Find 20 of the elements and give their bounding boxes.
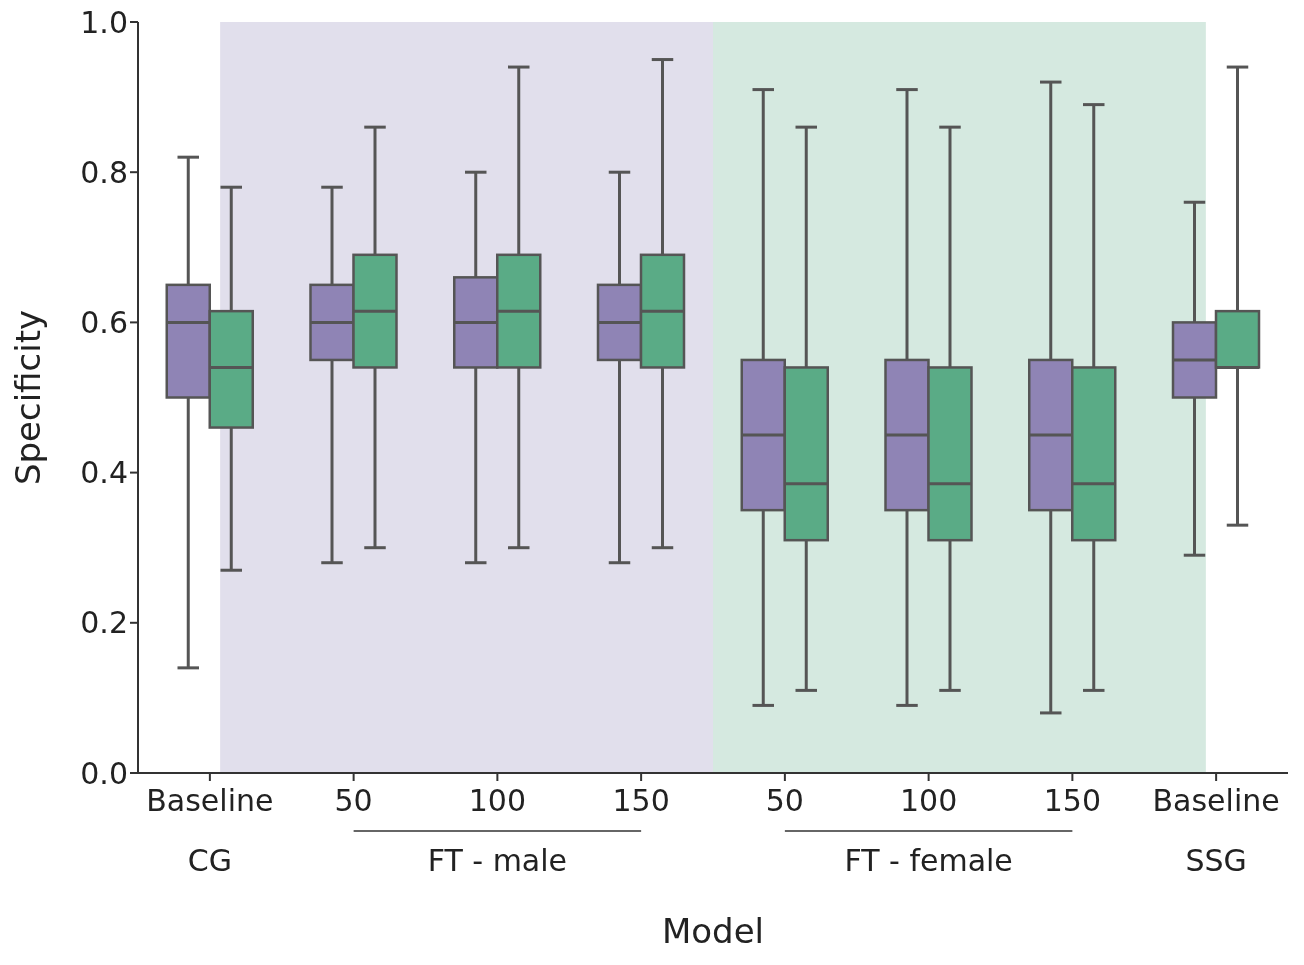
x-tick-label: 50 xyxy=(765,783,804,818)
x-tick-label: 150 xyxy=(612,783,670,818)
text: SSG xyxy=(1185,843,1247,878)
y-tick-label: 0.6 xyxy=(80,305,128,341)
x-tick-label: 150 xyxy=(1043,783,1102,818)
x-axis-title: Model xyxy=(661,911,765,951)
y-tick-label: 0.8 xyxy=(80,154,128,190)
x-tick-label: Baseline xyxy=(1152,783,1280,818)
y-tick-label: 0.0 xyxy=(80,755,128,791)
text: FT - male xyxy=(427,843,568,878)
x-tick-label: 50 xyxy=(334,783,373,818)
text: FT - female xyxy=(844,843,1013,878)
x-tick-label: 100 xyxy=(899,783,958,818)
text: CG xyxy=(187,843,232,878)
y-tick-label: 1.0 xyxy=(80,4,128,40)
y-tick-label: 0.2 xyxy=(80,605,128,641)
x-tick-label: Baseline xyxy=(146,783,274,818)
y-tick-label: 0.4 xyxy=(80,455,128,491)
y-axis-title: Specificity xyxy=(8,309,49,486)
x-tick-label: 100 xyxy=(468,783,527,818)
